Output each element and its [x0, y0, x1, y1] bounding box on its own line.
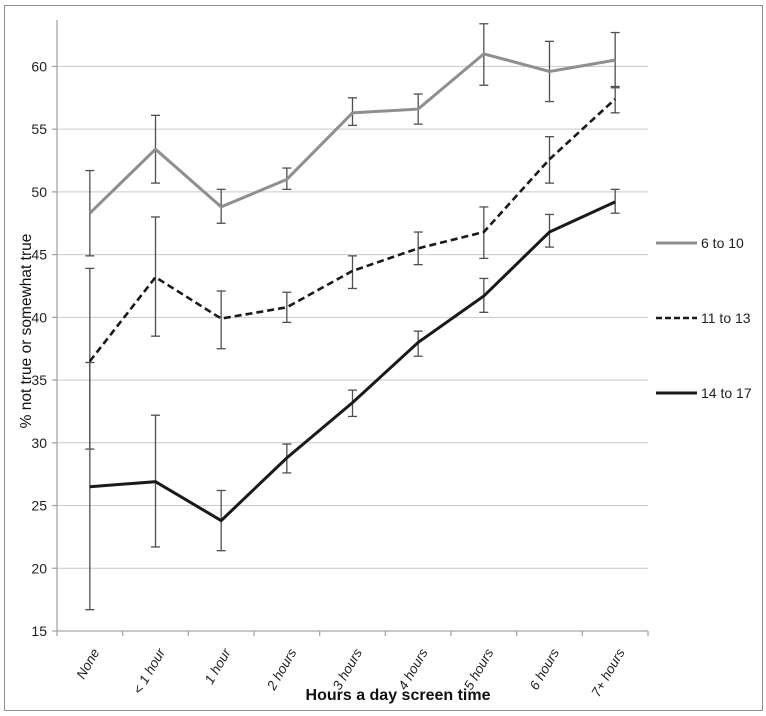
x-axis-title: Hours a day screen time: [306, 687, 491, 704]
y-axis-tick-labels: 15 20 25 30 35 40 45 50 55 60: [31, 58, 47, 639]
axes: [52, 20, 649, 636]
y-tick-label: 15: [31, 623, 47, 639]
y-tick-label: 20: [31, 560, 47, 576]
legend-item-11-to-13: 11 to 13: [656, 310, 751, 326]
x-tick-label: 7+ hours: [588, 646, 628, 700]
x-tick-label: 1 hour: [202, 646, 234, 687]
legend: 6 to 10 11 to 13 14 to 17: [656, 235, 752, 401]
legend-label-6-to-10: 6 to 10: [701, 235, 744, 251]
gridlines: [57, 65, 648, 569]
x-tick-label: 3 hours: [330, 646, 366, 693]
x-tick-label: 5 hours: [461, 646, 497, 693]
series-line-11-to-13: [88, 98, 617, 363]
y-tick-label: 50: [31, 184, 47, 200]
legend-item-14-to-17: 14 to 17: [656, 385, 752, 401]
x-tick-label: 2 hours: [263, 646, 299, 694]
y-tick-label: 45: [31, 247, 47, 263]
figure-border: [4, 5, 763, 711]
y-tick-label: 40: [31, 309, 47, 325]
legend-label-14-to-17: 14 to 17: [701, 385, 752, 401]
y-tick-label: 60: [31, 58, 47, 74]
error-bar-group-6-to-10: [85, 23, 620, 257]
y-tick-label: 30: [31, 435, 47, 451]
y-tick-label: 35: [31, 372, 47, 388]
legend-item-6-to-10: 6 to 10: [656, 235, 744, 251]
legend-label-11-to-13: 11 to 13: [701, 310, 751, 326]
x-tick-label: None: [73, 646, 102, 681]
y-tick-label: 25: [31, 498, 47, 514]
y-tick-label: 55: [31, 121, 47, 137]
x-tick-label: 4 hours: [395, 646, 431, 693]
series-lines: [88, 52, 617, 523]
x-tick-label: < 1 hour: [130, 646, 168, 697]
series-line-14-to-17: [89, 200, 616, 523]
series-line-6-to-10: [88, 52, 616, 215]
y-axis-title: % not true or somewhat true: [18, 234, 35, 429]
error-bar-group-14-to-17: [85, 188, 620, 611]
x-tick-label: 6 hours: [527, 646, 563, 693]
